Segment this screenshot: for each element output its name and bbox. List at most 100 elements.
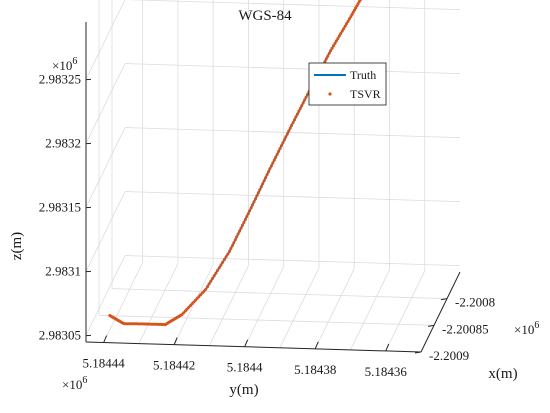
truth-line <box>110 0 385 325</box>
tsvr-point <box>326 55 329 58</box>
tsvr-point <box>258 188 261 191</box>
tsvr-point <box>339 32 342 35</box>
tsvr-point <box>231 244 234 247</box>
y-axis-multiplier: ×106 <box>62 375 87 392</box>
tsvr-point <box>283 138 286 141</box>
tsvr-point <box>228 250 231 253</box>
axes-box <box>86 22 460 352</box>
tsvr-point <box>240 227 243 230</box>
grid-floor-y-0 <box>104 263 143 343</box>
tick-labels: 2.98305 2.9831 2.98315 2.9832 2.98325 5.18444… <box>39 72 495 379</box>
tsvr-point <box>305 96 308 99</box>
legend-tsvr-label: TSVR <box>350 87 381 101</box>
tsvr-point <box>300 104 303 107</box>
y-tick-label-0: 5.18444 <box>83 356 126 371</box>
tsvr-point <box>221 261 224 264</box>
tsvr-point <box>280 144 283 147</box>
tsvr-point <box>242 221 245 224</box>
legend-tsvr-swatch <box>328 92 331 95</box>
grid-floor-y-7 <box>350 270 389 350</box>
tsvr-point <box>268 167 271 170</box>
tsvr-point <box>306 93 309 96</box>
tsvr-point <box>251 203 254 206</box>
tsvr-point <box>325 57 328 60</box>
tick-marks <box>86 79 447 353</box>
grid-floor-y-5 <box>280 268 319 348</box>
tsvr-point <box>255 194 258 197</box>
tsvr-point <box>245 215 248 218</box>
tsvr-point <box>277 150 280 153</box>
tsvr-point <box>289 127 292 130</box>
y-tick-1 <box>174 338 177 345</box>
y-axis-line <box>86 342 421 352</box>
tsvr-point <box>292 121 295 124</box>
grid-back-h-4 <box>125 0 460 10</box>
y-tick-0 <box>104 336 107 343</box>
x-tick-label-2: -2.2009 <box>429 348 469 363</box>
x-axis-label: x(m) <box>488 366 517 382</box>
grid-floor-y-6 <box>315 269 354 349</box>
y-axis-label: y(m) <box>229 382 258 398</box>
legend-truth-label: Truth <box>350 68 376 82</box>
tsvr-point <box>254 197 257 200</box>
tsvr-point <box>206 285 209 288</box>
z-tick-label-0: 2.98305 <box>39 328 81 343</box>
grid-lines <box>86 0 460 352</box>
y-tick-label-4: 5.18436 <box>365 364 408 379</box>
tsvr-point <box>248 209 251 212</box>
grid-floor-y-4 <box>245 267 284 347</box>
tsvr-point <box>223 258 226 261</box>
tsvr-point <box>237 233 240 236</box>
tsvr-point <box>281 141 284 144</box>
tsvr-point <box>247 212 250 215</box>
tsvr-point <box>225 255 228 258</box>
tsvr-point <box>286 133 289 136</box>
tsvr-point <box>226 253 229 256</box>
tsvr-point <box>302 101 305 104</box>
tsvr-point <box>271 162 274 165</box>
y-tick-label-1: 5.18442 <box>153 358 195 373</box>
tsvr-point <box>274 156 277 159</box>
tsvr-point <box>290 124 293 127</box>
z-tick-label-1: 2.9831 <box>45 264 81 279</box>
x-tick-label-0: -2.2008 <box>455 295 495 310</box>
tsvr-point <box>235 235 238 238</box>
tsvr-point <box>279 147 282 150</box>
tsvr-point <box>216 269 219 272</box>
tsvr-point <box>232 241 235 244</box>
tsvr-point <box>294 115 297 118</box>
x-axis-line <box>421 272 460 352</box>
z-tick-label-2: 2.98315 <box>39 200 81 215</box>
series-truth-line <box>110 0 385 325</box>
x-axis-multiplier: ×106 <box>514 320 539 337</box>
z-tick-label-4: 2.98325 <box>39 72 81 87</box>
y-tick-label-3: 5.18438 <box>294 362 336 377</box>
grid-floor-y-1 <box>139 264 178 344</box>
tsvr-point <box>264 176 267 179</box>
grid-left-h-0 <box>86 256 125 336</box>
tsvr-point <box>267 170 270 173</box>
tsvr-point <box>238 230 241 233</box>
z-multiplier-text: ×106 <box>52 56 77 73</box>
tsvr-point <box>276 153 279 156</box>
z-tick-label-3: 2.9832 <box>45 136 81 151</box>
tsvr-point <box>208 282 211 285</box>
z-axis-label: z(m) <box>9 232 25 260</box>
tsvr-point <box>211 277 214 280</box>
tsvr-point <box>297 110 300 113</box>
tsvr-point <box>273 159 276 162</box>
grid-floor-y-2 <box>174 265 213 345</box>
series-tsvr-points <box>108 0 386 326</box>
tsvr-point <box>253 200 256 203</box>
tsvr-point <box>266 173 269 176</box>
tsvr-point <box>229 247 232 250</box>
grid-floor-x-2 <box>112 289 447 299</box>
tsvr-point <box>220 264 223 267</box>
y-tick-4 <box>386 344 389 351</box>
y-tick-2 <box>245 340 248 347</box>
grid-left-h-1 <box>86 192 125 272</box>
tsvr-point <box>328 52 331 55</box>
tsvr-point <box>293 118 296 121</box>
